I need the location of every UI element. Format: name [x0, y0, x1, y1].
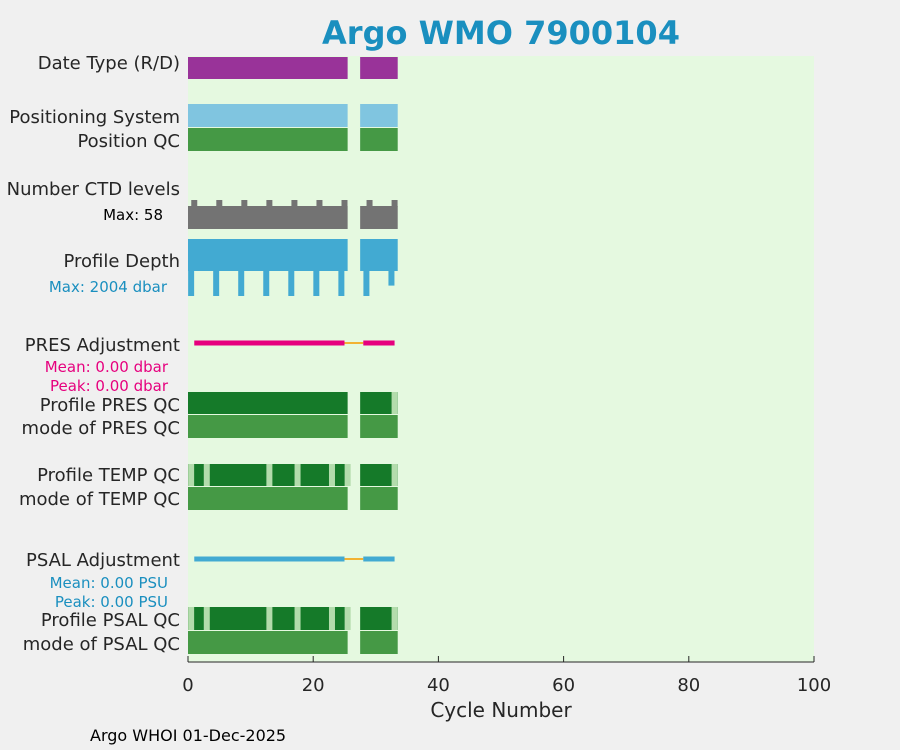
profile-depth-dip-7 — [363, 270, 370, 296]
label-date-type: Date Type (R/D) — [38, 53, 180, 74]
label-ctd-levels: Number CTD levels — [7, 179, 180, 200]
x-axis-label: Cycle Number — [430, 698, 572, 722]
positioning-system-bar-segment-1 — [360, 104, 398, 127]
profile-depth-dip-3 — [263, 270, 270, 296]
ctd-levels-bump-2 — [241, 200, 248, 207]
mode-pres-qc-bar-segment-0 — [188, 415, 348, 438]
profile-psal-qc-light-5 — [344, 607, 351, 630]
profile-temp-qc-light-2 — [266, 464, 273, 486]
label-mode-temp-qc: mode of TEMP QC — [19, 489, 180, 510]
profile-pres-qc-light-0 — [391, 392, 398, 414]
annotation-ctd-max: Max: 58 — [103, 206, 163, 224]
profile-depth-dip-2 — [238, 270, 245, 296]
chart-title: Argo WMO 7900104 — [322, 14, 680, 52]
profile-pres-qc-bar-segment-1 — [360, 392, 398, 414]
label-mode-pres-qc: mode of PRES QC — [22, 418, 180, 439]
mode-temp-qc-bar-segment-0 — [188, 487, 348, 510]
profile-temp-qc-bar-segment-1 — [360, 464, 398, 486]
label-psal-adjustment: PSAL Adjustment — [26, 550, 180, 571]
label-profile-temp-qc: Profile TEMP QC — [37, 465, 180, 486]
profile-depth-bar-segment-0 — [188, 239, 348, 271]
profile-temp-qc-light-1 — [203, 464, 210, 486]
profile-temp-qc-light-3 — [294, 464, 301, 486]
profile-psal-qc-light-2 — [266, 607, 273, 630]
x-tick-label-0: 0 — [182, 675, 193, 696]
ctd-levels-bump-1 — [216, 200, 223, 207]
profile-temp-qc-light-6 — [391, 464, 398, 486]
profile-psal-qc-light-3 — [294, 607, 301, 630]
profile-temp-qc-light-0 — [188, 464, 195, 486]
x-tick-label-4: 80 — [677, 675, 700, 696]
x-tick-label-1: 20 — [302, 675, 325, 696]
label-positioning-system: Positioning System — [9, 107, 180, 128]
label-profile-depth: Profile Depth — [63, 251, 180, 272]
date-type-bar-segment-0 — [188, 57, 348, 79]
annotation-psal-mean: Mean: 0.00 PSU — [50, 574, 168, 592]
x-tick-label-3: 60 — [552, 675, 575, 696]
profile-depth-dip-1 — [213, 270, 220, 296]
label-profile-psal-qc: Profile PSAL QC — [41, 610, 180, 631]
label-profile-pres-qc: Profile PRES QC — [40, 395, 180, 416]
profile-pres-qc-bar-segment-0 — [188, 392, 348, 414]
mode-psal-qc-bar-segment-1 — [360, 631, 398, 654]
ctd-levels-bump-0 — [191, 200, 198, 207]
position-qc-bar-segment-1 — [360, 128, 398, 151]
label-position-qc: Position QC — [77, 131, 180, 152]
profile-depth-bar-segment-1 — [360, 239, 398, 271]
profile-psal-qc-light-1 — [203, 607, 210, 630]
data-marks — [188, 57, 398, 654]
ctd-levels-bump-8 — [391, 200, 398, 207]
label-mode-psal-qc: mode of PSAL QC — [23, 634, 180, 655]
ctd-levels-bump-7 — [366, 200, 373, 207]
annotation-depth-max: Max: 2004 dbar — [49, 278, 168, 296]
ctd-levels-bump-5 — [316, 200, 323, 207]
positioning-system-bar-segment-0 — [188, 104, 348, 127]
date-type-bar-segment-1 — [360, 57, 398, 79]
profile-temp-qc-light-5 — [344, 464, 351, 486]
annotation-pres-peak: Peak: 0.00 dbar — [50, 377, 169, 395]
profile-psal-qc-light-6 — [391, 607, 398, 630]
ctd-levels-bar-segment-0 — [188, 206, 348, 229]
profile-psal-qc-light-4 — [328, 607, 335, 630]
profile-depth-dip-6 — [338, 270, 345, 296]
x-tick-label-2: 40 — [427, 675, 450, 696]
profile-depth-dip-0 — [188, 270, 195, 296]
annotation-psal-peak: Peak: 0.00 PSU — [55, 593, 168, 611]
annotation-pres-mean: Mean: 0.00 dbar — [45, 358, 169, 376]
profile-temp-qc-light-4 — [328, 464, 335, 486]
footer-credit: Argo WHOI 01-Dec-2025 — [90, 726, 286, 745]
profile-psal-qc-bar-segment-1 — [360, 607, 398, 630]
mode-temp-qc-bar-segment-1 — [360, 487, 398, 510]
profile-psal-qc-light-0 — [188, 607, 195, 630]
profile-depth-dip-4 — [288, 270, 295, 296]
ctd-levels-bar-segment-1 — [360, 206, 398, 229]
x-tick-label-5: 100 — [797, 675, 831, 696]
mode-pres-qc-bar-segment-1 — [360, 415, 398, 438]
label-pres-adjustment: PRES Adjustment — [25, 335, 180, 356]
ctd-levels-bump-3 — [266, 200, 273, 207]
mode-psal-qc-bar-segment-0 — [188, 631, 348, 654]
profile-depth-dip-5 — [313, 270, 320, 296]
profile-depth-dip-8 — [388, 270, 395, 286]
ctd-levels-bump-4 — [291, 200, 298, 207]
ctd-levels-bump-6 — [341, 200, 348, 207]
x-axis-ticks: 0 20 40 60 80 100 — [182, 656, 831, 696]
position-qc-bar-segment-0 — [188, 128, 348, 151]
